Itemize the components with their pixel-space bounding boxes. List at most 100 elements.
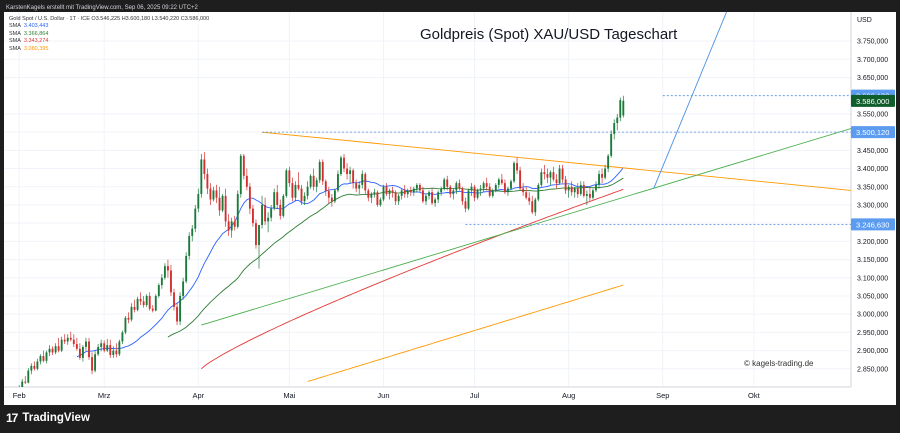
currency-label: USD xyxy=(857,17,872,24)
y-tick-label: 2.950,000 xyxy=(857,330,888,337)
candle-body xyxy=(66,337,69,342)
candle-body xyxy=(367,190,370,198)
candle-body xyxy=(270,208,273,218)
indicator-legend: Gold Spot / U.S. Dollar · 1T · ICE O3.54… xyxy=(9,16,209,53)
candle-body xyxy=(85,341,87,347)
candle-body xyxy=(507,188,509,193)
candle-body xyxy=(370,194,373,198)
candle-body xyxy=(118,341,121,355)
candle-body xyxy=(142,301,145,306)
candle-body xyxy=(24,381,27,383)
candle-body xyxy=(215,190,218,198)
candle-body xyxy=(552,172,555,180)
candle-body xyxy=(361,174,364,185)
y-tick-label: 3.650,000 xyxy=(857,75,888,82)
candle-body xyxy=(157,285,160,296)
candle-body xyxy=(394,192,397,202)
candle-body xyxy=(349,170,352,175)
candle-body xyxy=(525,192,528,198)
sma-row-3[interactable]: SMA 3.343,274 xyxy=(9,38,49,45)
candle-body xyxy=(576,188,579,195)
sma-row-1[interactable]: SMA 3.403,443 xyxy=(9,23,49,30)
candle-body xyxy=(191,228,194,236)
candle-body xyxy=(227,221,230,231)
candle-body xyxy=(139,298,142,302)
candle-body xyxy=(585,194,588,196)
candle-body xyxy=(558,168,561,184)
y-tick-label: 3.450,000 xyxy=(857,148,888,155)
candle-body xyxy=(39,356,42,362)
symbol-line[interactable]: Gold Spot / U.S. Dollar · 1T · ICE O3.54… xyxy=(9,16,210,22)
x-tick-label: Apr xyxy=(192,391,204,400)
candle-body xyxy=(373,192,376,195)
y-tick-label: 3.150,000 xyxy=(857,257,888,264)
candle-body xyxy=(248,186,251,209)
candle-body xyxy=(327,191,330,198)
candle-body xyxy=(303,195,306,202)
sma-row-4[interactable]: SMA 3.080,395 xyxy=(9,45,49,52)
candle-body xyxy=(607,155,610,169)
candle-body xyxy=(340,157,342,175)
candle-body xyxy=(185,255,188,282)
candle-body xyxy=(233,221,236,227)
candle-body xyxy=(21,381,24,387)
candle-body xyxy=(540,172,543,185)
tradingview-logo-icon: 17 xyxy=(6,411,18,425)
y-tick-label: 3.300,000 xyxy=(857,202,888,209)
candle-body xyxy=(613,123,616,134)
tradingview-footer[interactable]: 17 TradingView xyxy=(6,409,90,427)
candle-body xyxy=(443,179,446,189)
candle-body xyxy=(510,181,512,189)
candle-body xyxy=(30,365,33,371)
candle-body xyxy=(461,188,464,202)
candle-body xyxy=(385,186,388,195)
candle-body xyxy=(200,159,203,195)
candle-body xyxy=(224,195,227,222)
candle-body xyxy=(267,217,270,222)
candle-body xyxy=(364,174,367,191)
creator-caption: KarstenKagels erstellt mit TradingView.c… xyxy=(6,5,198,11)
candle-body xyxy=(403,190,406,195)
candle-body xyxy=(72,339,75,345)
candle-body xyxy=(324,181,327,192)
candle-body xyxy=(531,201,534,213)
candle-body xyxy=(455,183,458,191)
candle-body xyxy=(69,337,72,340)
candle-body xyxy=(173,292,175,307)
candle-body xyxy=(315,180,318,187)
candle-body xyxy=(127,317,130,320)
candle-body xyxy=(622,100,625,116)
candle-body xyxy=(379,199,382,205)
plot-area xyxy=(18,12,851,387)
candle-body xyxy=(170,270,172,293)
candle-body xyxy=(221,195,224,211)
candle-body xyxy=(422,190,424,202)
candle-body xyxy=(36,361,39,369)
candle-body xyxy=(330,197,333,202)
candle-body xyxy=(133,306,136,310)
candle-body xyxy=(619,100,622,118)
candle-body xyxy=(337,174,339,191)
sma-value-4: 3.080,395 xyxy=(23,45,49,52)
candle-body xyxy=(294,184,297,198)
candle-body xyxy=(479,188,482,191)
candle-body xyxy=(60,339,63,351)
price-label: 3.246,630 xyxy=(856,220,889,229)
candle-body xyxy=(245,175,248,187)
sma-row-2[interactable]: SMA 3.366,864 xyxy=(9,30,49,37)
candle-body xyxy=(397,195,400,202)
candle-body xyxy=(431,192,433,204)
candle-body xyxy=(258,224,260,246)
candle-body xyxy=(610,133,613,156)
candle-body xyxy=(546,174,549,178)
candle-body xyxy=(106,345,109,351)
candle-body xyxy=(312,175,315,187)
candle-body xyxy=(212,190,215,200)
candle-body xyxy=(601,174,604,178)
candle-body xyxy=(522,188,525,193)
y-tick-label: 3.750,000 xyxy=(857,39,888,46)
y-tick-label: 3.700,000 xyxy=(857,57,888,64)
candle-body xyxy=(352,170,355,184)
candle-body xyxy=(500,179,503,184)
